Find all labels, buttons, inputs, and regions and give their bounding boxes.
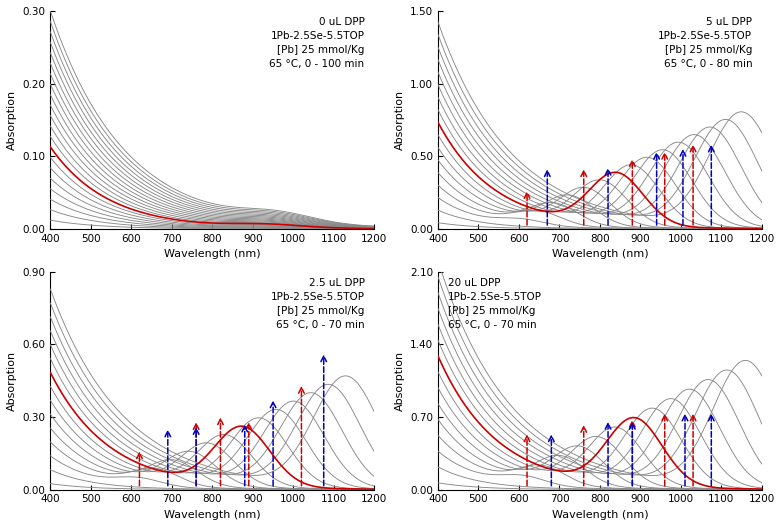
X-axis label: Wavelength (nm): Wavelength (nm): [551, 249, 648, 259]
Y-axis label: Absorption: Absorption: [394, 350, 404, 411]
X-axis label: Wavelength (nm): Wavelength (nm): [551, 510, 648, 520]
X-axis label: Wavelength (nm): Wavelength (nm): [164, 510, 260, 520]
X-axis label: Wavelength (nm): Wavelength (nm): [164, 249, 260, 259]
Text: 20 uL DPP
1Pb-2.5Se-5.5TOP
[Pb] 25 mmol/Kg
65 °C, 0 - 70 min: 20 uL DPP 1Pb-2.5Se-5.5TOP [Pb] 25 mmol/…: [447, 278, 542, 330]
Text: 2.5 uL DPP
1Pb-2.5Se-5.5TOP
[Pb] 25 mmol/Kg
65 °C, 0 - 70 min: 2.5 uL DPP 1Pb-2.5Se-5.5TOP [Pb] 25 mmol…: [271, 278, 364, 330]
Y-axis label: Absorption: Absorption: [7, 350, 17, 411]
Y-axis label: Absorption: Absorption: [394, 90, 404, 150]
Y-axis label: Absorption: Absorption: [7, 90, 17, 150]
Text: 5 uL DPP
1Pb-2.5Se-5.5TOP
[Pb] 25 mmol/Kg
65 °C, 0 - 80 min: 5 uL DPP 1Pb-2.5Se-5.5TOP [Pb] 25 mmol/K…: [658, 17, 752, 70]
Text: 0 uL DPP
1Pb-2.5Se-5.5TOP
[Pb] 25 mmol/Kg
65 °C, 0 - 100 min: 0 uL DPP 1Pb-2.5Se-5.5TOP [Pb] 25 mmol/K…: [270, 17, 364, 70]
